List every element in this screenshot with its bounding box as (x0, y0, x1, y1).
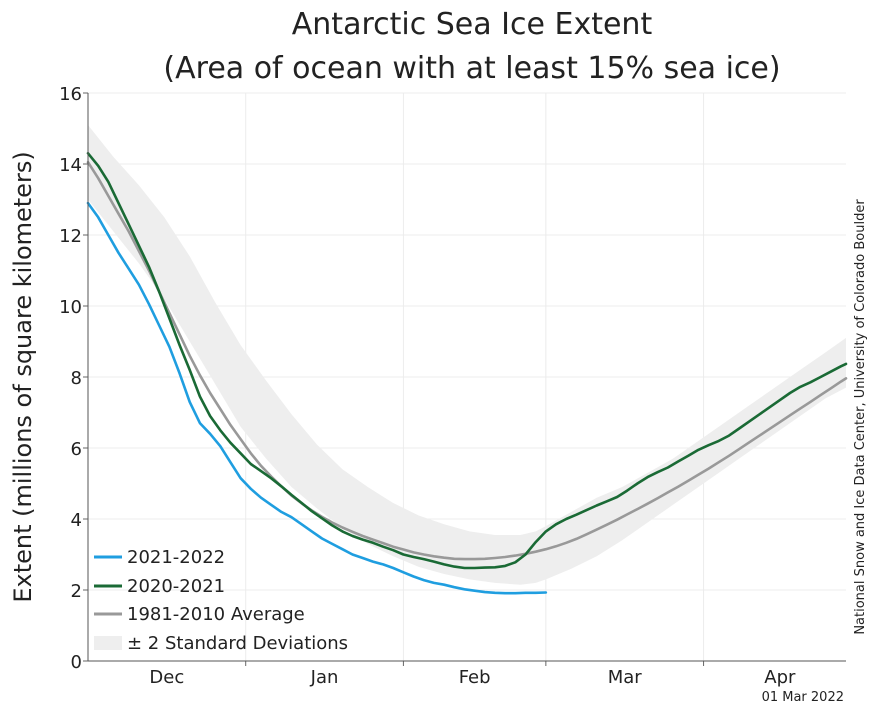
series-line-2020-2021 (86, 152, 848, 570)
band-layer (88, 125, 846, 585)
legend-label-average: 1981-2010 Average (127, 604, 305, 625)
legend-swatch-std-band (94, 636, 122, 650)
series-layer (86, 152, 848, 595)
x-tick-label-feb: Feb (459, 667, 491, 688)
y-tick-label: 14 (59, 155, 82, 176)
chart-subtitle: (Area of ocean with at least 15% sea ice… (163, 51, 780, 86)
axis-layer (83, 92, 846, 666)
x-tick-label-apr: Apr (764, 667, 796, 688)
x-tick-label-mar: Mar (608, 667, 643, 688)
legend-label-std-band: ± 2 Standard Deviations (127, 633, 348, 654)
legend: 2021-2022 2020-2021 1981-2010 Average ± … (94, 547, 348, 654)
y-tick-label: 0 (71, 652, 82, 673)
y-tick-label: 2 (71, 581, 82, 602)
x-tick-label-jan: Jan (310, 667, 339, 688)
x-tick-label-dec: Dec (149, 667, 184, 688)
y-tick-label: 16 (59, 84, 82, 105)
legend-label-2021-2022: 2021-2022 (127, 547, 225, 568)
y-tick-label: 8 (71, 368, 82, 389)
legend-label-2020-2021: 2020-2021 (127, 576, 225, 597)
y-tick-label: 12 (59, 226, 82, 247)
tick-label-layer: 0 2 4 6 8 10 12 14 16 Dec Jan Feb Mar Apr (59, 84, 796, 688)
credit-text: National Snow and Ice Data Center, Unive… (853, 199, 868, 635)
std-dev-band (88, 125, 846, 585)
y-tick-label: 6 (71, 439, 82, 460)
series-line-1981-2010-average (86, 160, 848, 561)
y-tick-label: 10 (59, 297, 82, 318)
series-line-2021-2022 (86, 201, 548, 595)
chart-title: Antarctic Sea Ice Extent (292, 7, 653, 42)
y-tick-label: 4 (71, 510, 82, 531)
y-axis-label: Extent (millions of square kilometers) (9, 151, 37, 602)
date-stamp: 01 Mar 2022 (762, 690, 844, 705)
